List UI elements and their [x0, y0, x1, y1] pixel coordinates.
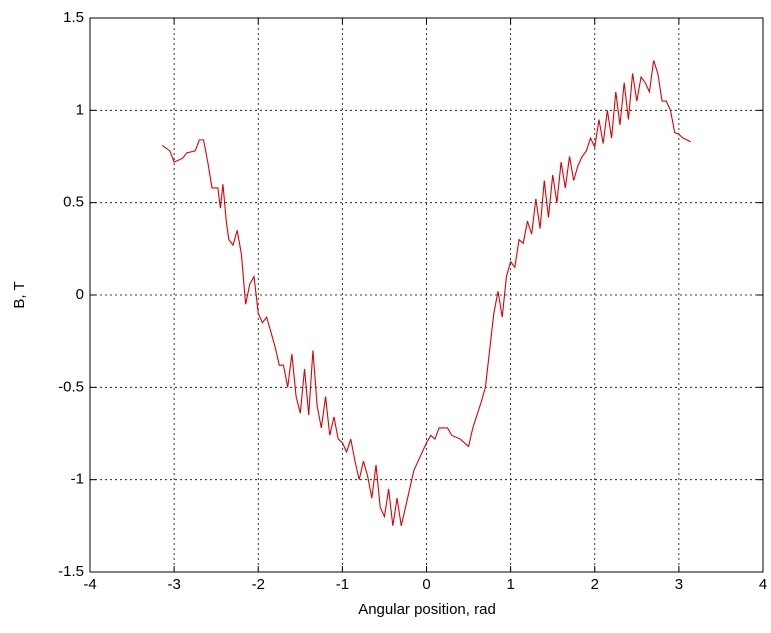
- y-tick-label: -1.5: [58, 563, 84, 580]
- y-tick-label: 0.5: [63, 194, 84, 211]
- x-tick-label: 0: [422, 576, 430, 593]
- y-tick-label: 0: [76, 286, 84, 303]
- x-tick-label: 4: [759, 576, 767, 593]
- x-tick-label: 2: [591, 576, 599, 593]
- x-tick-label: -4: [83, 576, 96, 593]
- y-tick-label: 1: [76, 101, 84, 118]
- x-tick-label: 1: [506, 576, 514, 593]
- y-tick-label: -1: [71, 471, 84, 488]
- x-tick-label: -1: [336, 576, 349, 593]
- data-line: [162, 60, 691, 526]
- y-axis-label: B, T: [11, 281, 28, 308]
- x-tick-label: 3: [675, 576, 683, 593]
- y-tick-label: 1.5: [63, 9, 84, 26]
- x-tick-label: -2: [252, 576, 265, 593]
- x-tick-label: -3: [167, 576, 180, 593]
- y-tick-label: -0.5: [58, 378, 84, 395]
- plot-frame: [89, 17, 764, 573]
- x-axis-label: Angular position, rad: [358, 601, 496, 618]
